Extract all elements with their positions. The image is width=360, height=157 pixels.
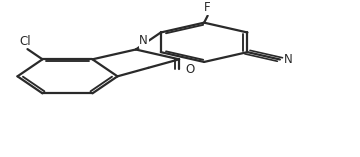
Text: N: N [139, 34, 148, 47]
Text: N: N [284, 53, 293, 66]
Text: O: O [185, 63, 195, 76]
Text: Cl: Cl [20, 35, 31, 48]
Text: F: F [204, 1, 211, 14]
